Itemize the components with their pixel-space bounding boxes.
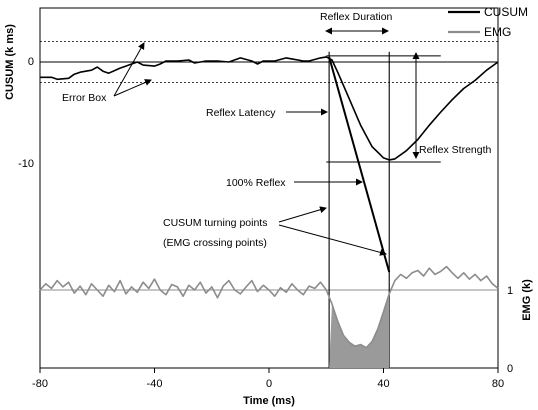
legend-label-cusum: CUSUM [484, 5, 528, 19]
y-right-tick-label: 1 [507, 285, 513, 297]
annotation-emg-crossing-points: (EMG crossing points) [163, 237, 267, 249]
emg-inhibition-fill [329, 293, 390, 368]
x-tick-label: 0 [266, 378, 272, 390]
reference-lines [40, 41, 498, 368]
annotation-reflex-strength: Reflex Strength [419, 144, 492, 156]
y-right-axis-label: EMG (k) [521, 279, 533, 321]
annotation-error-box: Error Box [62, 92, 107, 104]
series-lines [39, 56, 499, 349]
annotation-reflex-latency: Reflex Latency [206, 107, 276, 119]
line-100-reflex [328, 56, 391, 273]
y-left-axis-ticks: 0 -10 [18, 56, 34, 170]
emg-fill-area [329, 293, 390, 368]
turning-point-arrow-end [278, 224, 387, 256]
x-axis-label: Time (ms) [243, 395, 295, 407]
x-tick-label: -80 [32, 378, 48, 390]
x-tick-label: 80 [492, 378, 504, 390]
annotation-cusum-turning-points: CUSUM turning points [163, 217, 267, 229]
y-left-axis-label: CUSUM (k ms) [4, 24, 16, 100]
series-line-emg [39, 265, 499, 349]
x-axis-ticks: -80 -40 0 40 80 [32, 368, 504, 390]
y-left-tick-label: 0 [28, 56, 34, 68]
x-tick-label: -40 [147, 378, 163, 390]
error-box-arrow-upper [113, 42, 145, 97]
turning-point-arrow-latency [278, 206, 327, 223]
legend: CUSUM EMG [448, 5, 528, 39]
annotation-reflex-duration: Reflex Duration [320, 11, 393, 23]
y-right-tick-label: 0 [507, 363, 513, 375]
y-left-tick-label: -10 [18, 158, 34, 170]
y-right-axis-ticks: 1 0 [507, 285, 513, 375]
series-line-cusum [40, 56, 499, 161]
x-tick-label: 40 [377, 378, 389, 390]
legend-label-emg: EMG [484, 25, 511, 39]
annotation-100-reflex: 100% Reflex [226, 177, 286, 189]
error-box-arrow-lower [113, 79, 152, 97]
annotations: Reflex Duration Error Box Reflex Latency… [62, 11, 492, 256]
